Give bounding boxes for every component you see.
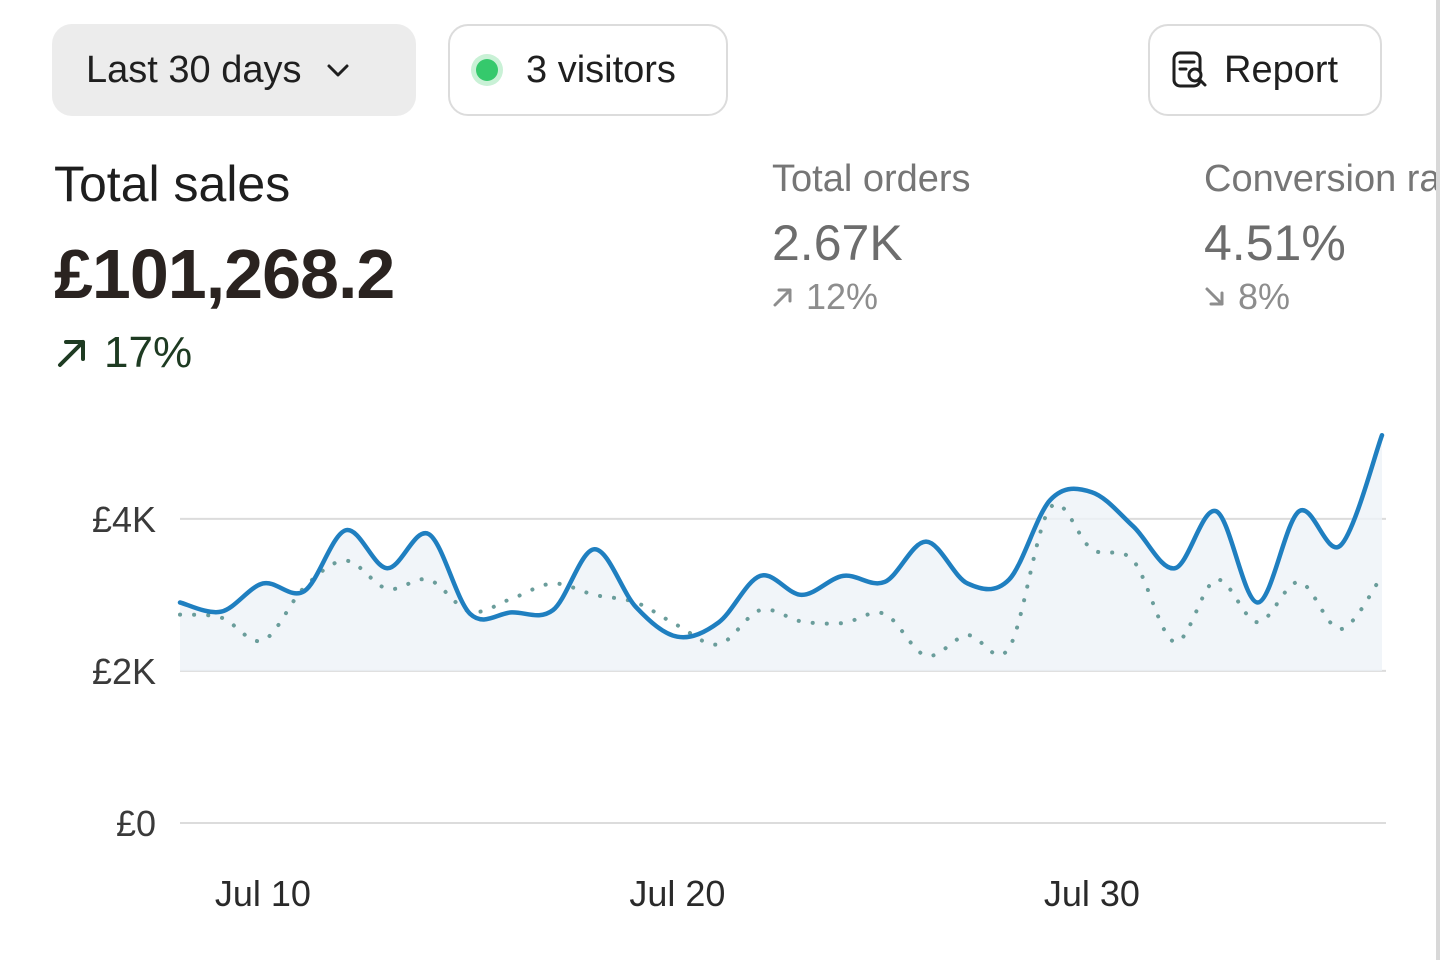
- total-orders-value: 2.67K: [772, 215, 903, 271]
- sales-line-chart[interactable]: £0 £2K £4K Jul 10 Jul 20 Jul 30: [0, 420, 1440, 940]
- x-tick-label: Jul 10: [215, 873, 311, 914]
- date-range-label: Last 30 days: [86, 48, 302, 91]
- conversion-rate-value: 4.51%: [1204, 215, 1346, 271]
- live-status-dot: [476, 59, 498, 81]
- chart-axis-labels: £0 £2K £4K Jul 10 Jul 20 Jul 30: [92, 499, 1140, 914]
- toolbar: Last 30 days 3 visitors Report: [0, 0, 1440, 140]
- series-area: [180, 435, 1382, 671]
- chart-gridlines: [180, 517, 1386, 824]
- arrow-up-right-icon: [54, 335, 90, 371]
- sales-chart[interactable]: £0 £2K £4K Jul 10 Jul 20 Jul 30: [0, 420, 1440, 940]
- panel-edge: [1436, 0, 1440, 960]
- date-range-dropdown[interactable]: Last 30 days: [52, 24, 416, 116]
- chevron-down-icon: [323, 55, 353, 85]
- y-tick-label: £0: [116, 803, 156, 844]
- comparison-series-line: [178, 502, 1384, 658]
- conversion-rate-delta: 8%: [1238, 276, 1291, 317]
- chart-area-fill: [180, 435, 1382, 671]
- total-sales-value: £101,268.2: [54, 235, 395, 313]
- sales-series-line: [177, 432, 1385, 640]
- x-tick-label: Jul 30: [1044, 873, 1140, 914]
- x-tick-label: Jul 20: [629, 873, 725, 914]
- total-sales-change: 17%: [54, 328, 394, 378]
- report-search-icon: [1170, 50, 1210, 90]
- total-orders-delta: 12%: [806, 276, 879, 317]
- total-sales-delta: 17%: [104, 328, 193, 377]
- report-label: Report: [1224, 48, 1339, 91]
- chart-series-lines: [177, 432, 1385, 658]
- live-visitors-button[interactable]: 3 visitors: [448, 24, 728, 116]
- conversion-rate-label: Conversion rate: [1204, 158, 1440, 200]
- total-orders-metric[interactable]: Total orders 2.67K 12%: [772, 156, 971, 318]
- arrow-up-right-icon: [772, 286, 794, 308]
- y-tick-label: £4K: [92, 499, 156, 540]
- total-sales-metric[interactable]: Total sales £101,268.2 17%: [54, 154, 395, 378]
- conversion-rate-metric[interactable]: Conversion rate 4.51% 8%: [1204, 156, 1440, 318]
- y-tick-label: £2K: [92, 651, 156, 692]
- visitors-count: 3 visitors: [526, 48, 676, 91]
- report-button[interactable]: Report: [1148, 24, 1382, 116]
- conversion-rate-change: 8%: [1204, 276, 1440, 318]
- total-sales-label: Total sales: [54, 156, 291, 212]
- arrow-down-right-icon: [1204, 286, 1226, 308]
- total-orders-label: Total orders: [772, 158, 971, 200]
- total-orders-change: 12%: [772, 276, 971, 318]
